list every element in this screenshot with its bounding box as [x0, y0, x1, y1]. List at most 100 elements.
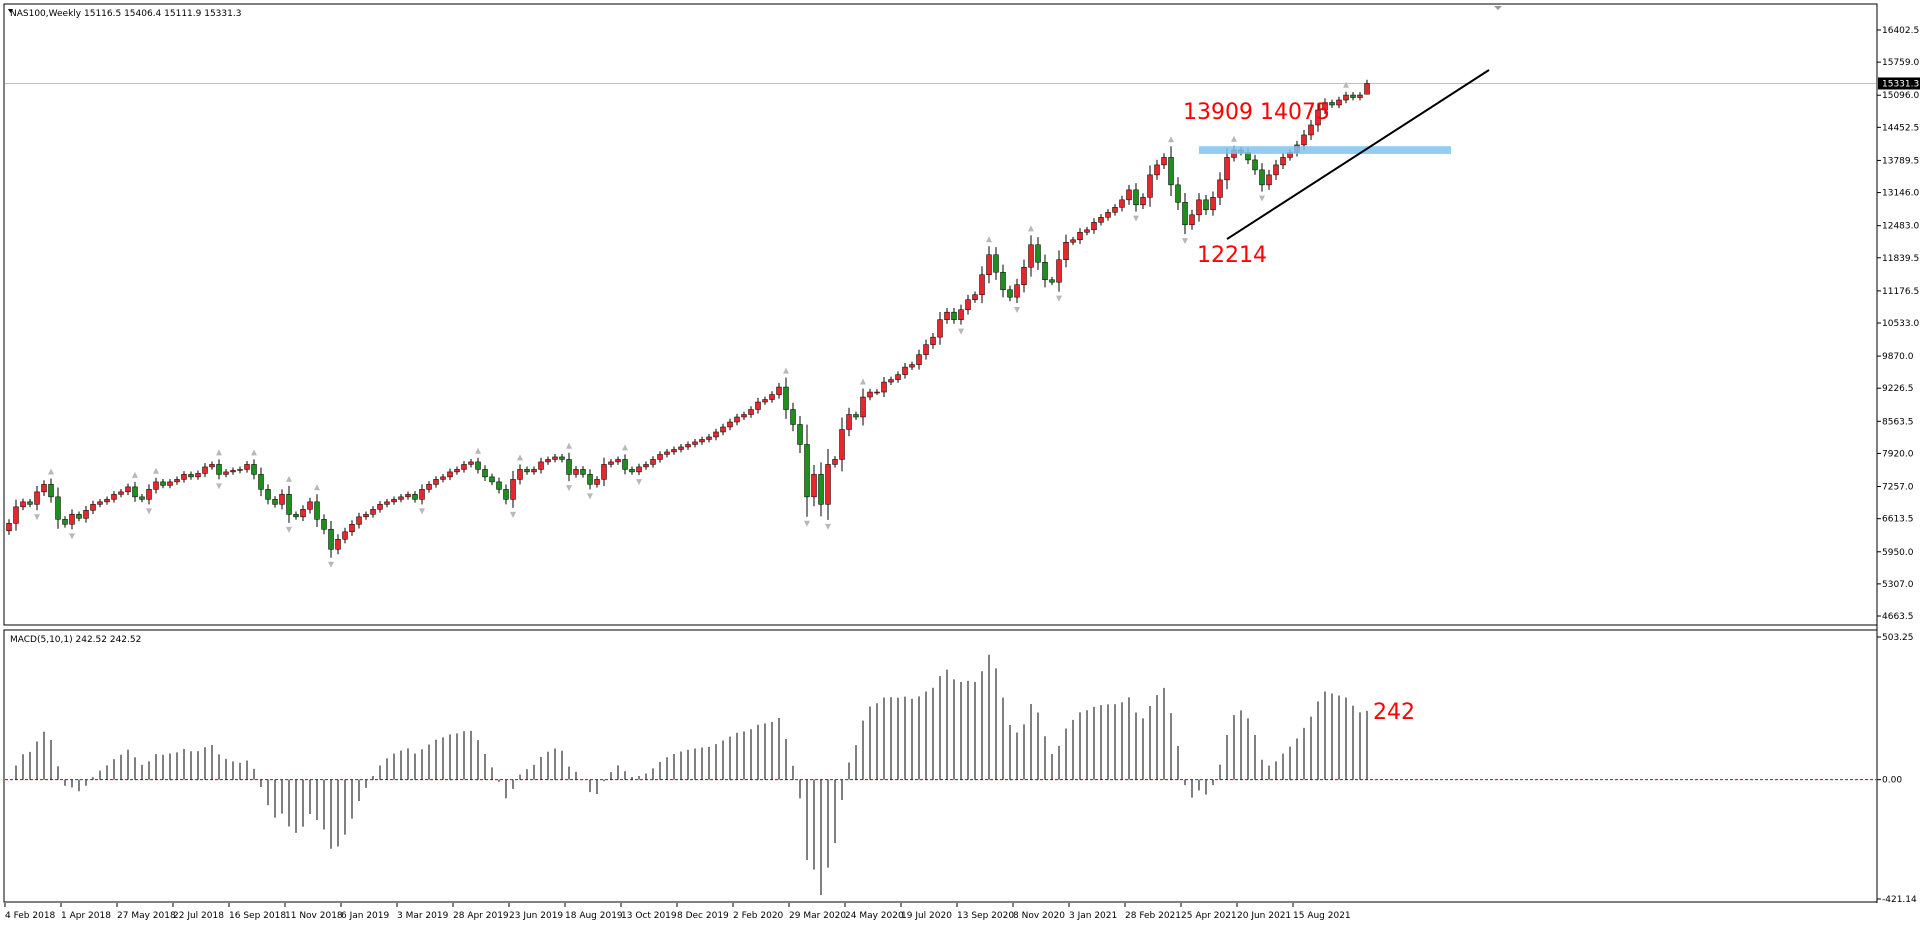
fractal-up-marker	[860, 378, 866, 385]
candle-body	[1105, 212, 1111, 218]
candle-body	[734, 416, 740, 423]
fractal-down-marker	[566, 485, 572, 492]
candle-body	[1203, 199, 1209, 211]
candle-body	[636, 466, 642, 473]
price-tick-label: 9226.5	[1882, 384, 1914, 394]
fractal-up-marker	[986, 236, 992, 243]
price-tick-label: 15096.0	[1882, 91, 1919, 101]
candle-body	[930, 336, 936, 345]
candle-body	[349, 524, 355, 533]
fractal-down-marker	[1056, 295, 1062, 302]
candle-body	[265, 489, 271, 500]
candle-body	[1056, 259, 1062, 283]
fractal-down-marker	[286, 526, 292, 533]
candle-body	[1357, 94, 1363, 98]
candle-body	[1049, 279, 1055, 283]
candle-body	[1189, 214, 1195, 226]
candle-body	[1126, 189, 1132, 201]
support-trendline[interactable]	[1226, 69, 1490, 240]
candle-body	[1077, 232, 1083, 241]
candle-body	[293, 514, 299, 518]
candle-body	[48, 484, 54, 498]
candle-body	[244, 464, 250, 470]
chevron-down-icon[interactable]	[8, 9, 13, 13]
time-tick-label: 11 Nov 2018	[285, 911, 343, 921]
candle-body	[321, 519, 327, 530]
candle-body	[20, 501, 26, 508]
candle-body	[1112, 207, 1118, 213]
candle-body	[804, 444, 810, 498]
candle-body	[874, 391, 880, 394]
candle-body	[818, 474, 824, 505]
scroll-marker-icon	[1494, 6, 1502, 10]
time-tick-label: 23 Jun 2019	[509, 911, 563, 921]
candle-body	[846, 414, 852, 430]
candle-body	[1035, 244, 1041, 263]
candle-body	[538, 461, 544, 470]
candle-body	[1280, 157, 1286, 166]
resistance-zone[interactable]	[1199, 146, 1451, 154]
candle-body	[972, 294, 978, 300]
candle-body	[27, 501, 33, 505]
symbol-info-text: NAS100,Weekly 15116.5 15406.4 15111.9 15…	[10, 9, 241, 19]
candle-body	[867, 391, 873, 398]
candle-body	[1091, 222, 1097, 231]
candle-body	[111, 494, 117, 500]
candle-body	[279, 494, 285, 505]
candle-body	[237, 469, 243, 471]
price-tick-label: 11839.5	[1882, 254, 1919, 264]
candle-body	[825, 464, 831, 505]
candle-body	[748, 409, 754, 415]
candle-body	[1259, 169, 1265, 186]
time-tick-label: 1 Apr 2018	[61, 911, 111, 921]
candle-body	[776, 386, 782, 395]
candle-body	[447, 471, 453, 478]
candle-body	[461, 464, 467, 470]
candle-body	[979, 274, 985, 295]
candle-body	[398, 496, 404, 500]
candle-body	[1210, 197, 1216, 211]
current-price-label: 15331.3	[1882, 79, 1919, 89]
time-tick-label: 3 Jan 2021	[1069, 911, 1117, 921]
candle-body	[531, 469, 537, 473]
candle-body	[1063, 242, 1069, 261]
price-tick-label: 9870.0	[1882, 352, 1914, 362]
fractal-down-marker	[825, 523, 831, 530]
price-tick-label: 14452.5	[1882, 123, 1919, 133]
candle-body	[1070, 239, 1076, 243]
candle-body	[125, 486, 131, 493]
candle-body	[790, 409, 796, 425]
candle-body	[356, 516, 362, 525]
candle-body	[83, 510, 89, 519]
price-tick-label: 5307.0	[1882, 580, 1914, 590]
time-tick-label: 29 Mar 2020	[789, 911, 846, 921]
price-tick-label: 7257.0	[1882, 483, 1914, 493]
candle-body	[811, 474, 817, 498]
candle-body	[937, 319, 943, 338]
candle-body	[902, 366, 908, 375]
candle-body	[118, 491, 124, 495]
candle-body	[1315, 109, 1321, 126]
candle-body	[720, 426, 726, 433]
candle-body	[524, 469, 530, 473]
candle-body	[664, 451, 670, 455]
candle-body	[363, 514, 369, 518]
candle-body	[559, 456, 565, 460]
price-axis: 16402.5 15759.0 15096.0 14452.5 13789.5 13146…	[5, 26, 1920, 622]
candle-body	[181, 474, 187, 480]
price-tick-label: 6613.5	[1882, 515, 1914, 525]
candle-body	[1007, 289, 1013, 298]
candle-body	[286, 494, 292, 515]
candle-body	[601, 464, 607, 480]
fractal-up-marker	[314, 484, 320, 491]
candle-body	[594, 479, 600, 485]
price-tick-label: 12483.0	[1882, 222, 1919, 232]
time-tick-label: 2 Feb 2020	[733, 911, 784, 921]
candle-body	[440, 476, 446, 480]
candle-body	[328, 529, 334, 550]
candle-body	[685, 444, 691, 448]
macd-tick-label: 503.25	[1882, 633, 1914, 643]
candle-body	[993, 254, 999, 273]
price-tick-label: 13789.5	[1882, 156, 1919, 166]
